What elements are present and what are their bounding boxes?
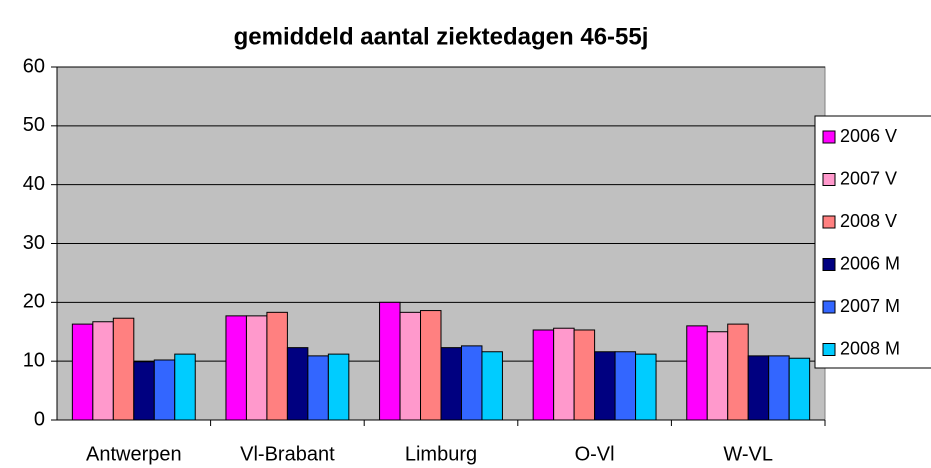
bar [686, 325, 708, 421]
legend-label: 2006 V [840, 126, 897, 146]
y-tick-label: 60 [23, 55, 45, 77]
legend-label: 2007 V [840, 168, 897, 188]
bar [747, 355, 770, 421]
bar [307, 355, 329, 421]
y-tick-label: 50 [23, 114, 45, 136]
bar [788, 357, 811, 421]
legend-swatch [822, 173, 836, 186]
bar [440, 347, 462, 421]
x-tick-label: W-VL [723, 443, 773, 465]
bar [727, 323, 749, 421]
bar [706, 331, 729, 421]
x-tick-label: Vl-Brabant [240, 443, 335, 465]
x-tick-label: O-Vl [575, 443, 615, 465]
legend-label: 2007 M [840, 296, 900, 316]
legend-swatch [822, 343, 836, 356]
y-tick-label: 0 [34, 408, 45, 430]
bar [266, 311, 288, 421]
bar [420, 310, 442, 421]
legend-swatch [822, 258, 836, 271]
bar [460, 345, 483, 421]
bar [768, 355, 790, 421]
legend-box [814, 115, 931, 369]
bar [553, 327, 575, 421]
bar [245, 315, 268, 421]
legend-swatch [822, 300, 836, 314]
legend-swatch [822, 130, 836, 144]
bar [614, 351, 637, 421]
bar [71, 323, 94, 421]
bar [174, 353, 196, 421]
legend-label: 2006 M [840, 253, 900, 273]
bar [532, 329, 555, 421]
x-tick-label: Limburg [405, 443, 477, 465]
y-tick-label: 20 [23, 291, 45, 313]
bar [327, 353, 350, 421]
bar [573, 329, 596, 421]
y-tick-label: 10 [23, 349, 45, 371]
bar [635, 353, 657, 421]
bar [133, 361, 155, 421]
bar [153, 359, 176, 421]
legend-swatch [822, 215, 836, 229]
bar [399, 311, 422, 421]
bar [481, 351, 503, 421]
bar [594, 351, 616, 421]
bar [92, 321, 114, 421]
legend-label: 2008 V [840, 211, 897, 231]
bar [286, 347, 309, 421]
y-tick-label: 30 [23, 232, 45, 254]
bar [379, 301, 401, 421]
bar [225, 315, 247, 421]
legend-label: 2008 M [840, 338, 900, 358]
y-tick-label: 40 [23, 173, 45, 195]
chart-title: gemiddeld aantal ziektedagen 46-55j [234, 23, 649, 50]
bar [112, 317, 135, 421]
x-tick-label: Antwerpen [86, 443, 182, 465]
